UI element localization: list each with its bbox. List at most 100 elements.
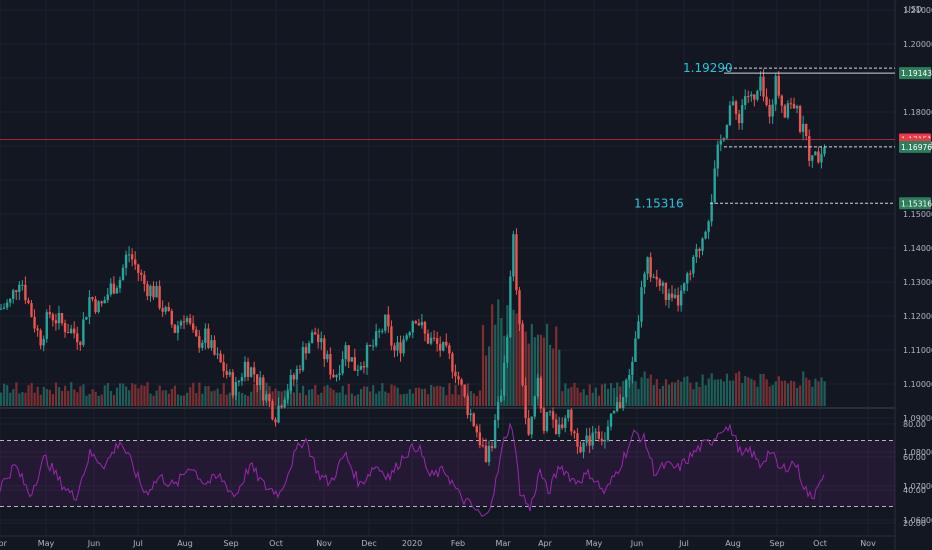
candle-body [298,369,302,371]
volume-bar [131,383,134,406]
annotation-115316: 1.15316 [634,196,684,210]
candle-body [817,151,820,163]
rsi-tick-label: 20.00 [903,519,926,528]
volume-bar [250,391,253,406]
volume-bar [417,387,421,406]
volume-bar [786,383,790,406]
volume-bar [603,383,607,406]
candle-body [506,336,509,363]
volume-bar [527,343,530,406]
candle-body [460,379,463,385]
candle-body [335,375,338,378]
price-tick-label: 1.06000 [903,516,932,525]
candle-body [347,345,350,362]
price-tick-label: 1.20000 [903,40,932,49]
volume-bar [646,378,649,406]
candle-body [402,339,405,354]
volume-bar [341,385,344,406]
candle-body [57,313,61,324]
volume-bar [811,386,814,406]
volume-bar [750,378,753,406]
volume-bar [195,393,198,406]
volume-bar [353,395,356,406]
candle-body [689,273,692,275]
volume-bar [439,386,442,406]
candle-body [12,290,15,299]
candle-body [42,338,45,346]
candle-body [426,333,430,344]
candle-body [765,96,768,106]
candle-body [789,103,793,105]
candle-body [429,337,433,344]
candle-body [39,330,42,346]
volume-bar [460,384,463,406]
volume-bar [667,384,671,406]
candle-body [91,297,94,300]
candle-body [484,445,488,463]
volume-bar [85,395,88,406]
time-tick-label: Jun [87,539,101,548]
candle-body [719,140,722,145]
volume-bar [369,391,372,406]
volume-bar [396,387,399,406]
volume-bar [298,392,302,406]
candle-body [759,76,762,91]
candle-body [551,411,555,420]
volume-bar [356,394,360,406]
rsi-tick-label: 40.00 [903,486,926,495]
price-tick-label: 1.07000 [903,482,932,491]
volume-bar [591,392,594,406]
volume-bar [722,381,726,406]
price-tag-bg [899,67,931,80]
candle-body [710,202,713,222]
price-tick-label: 1.15000 [903,210,932,219]
candle-body [292,375,295,380]
candle-body [0,308,3,310]
volume-bar [320,392,323,406]
volume-bar [405,393,408,406]
volume-bar [500,317,503,406]
candle-body [256,374,259,386]
candle-body [762,76,765,97]
candle-body [219,353,222,363]
candle-body [350,357,353,362]
candle-body [283,399,286,408]
volume-bar [362,386,366,406]
volume-bar [216,388,219,406]
candle-body [274,419,277,423]
candle-body [753,94,756,100]
candle-body [262,377,265,401]
candle-body [234,382,238,396]
volume-bar [628,375,631,406]
candle-body [564,417,567,428]
time-tick-label: 2020 [402,539,422,548]
candle-body [368,344,372,346]
candle-body [594,431,597,433]
candle-body [310,332,314,344]
volume-bar [24,392,27,406]
candle-body [640,287,643,322]
volume-bar [552,348,555,406]
volume-bar [289,385,292,406]
candle-body [45,312,48,339]
candle-body [622,397,625,408]
volume-bar [488,346,491,406]
volume-bar [408,389,411,406]
candle-body [384,314,387,331]
candle-body [469,413,472,416]
volume-bar [57,387,61,406]
candle-body [606,426,610,441]
volume-bar [545,323,549,406]
candle-body [326,354,329,360]
candle-body [237,380,241,383]
candle-body [683,283,686,291]
volume-bar [204,386,207,406]
candle-body [634,338,637,362]
candle-body [8,298,12,303]
volume-bar [222,383,225,406]
candle-body [195,329,198,337]
volume-bar [759,373,762,406]
volume-bar [542,337,546,406]
